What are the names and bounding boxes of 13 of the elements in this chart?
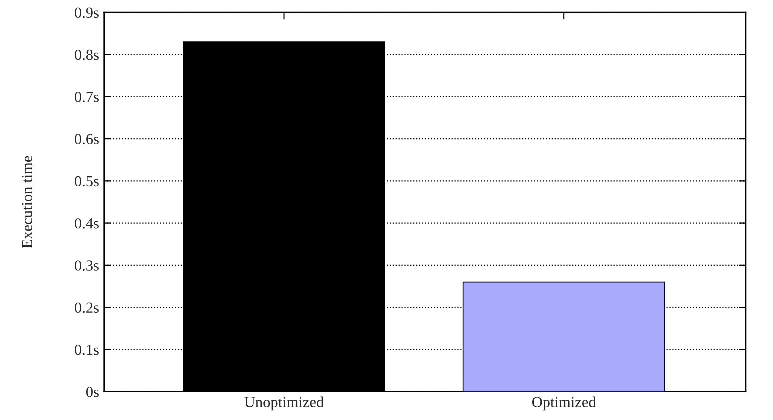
x-tick-label: Unoptimized [244,396,324,411]
x-tick-label: Optimized [532,396,596,411]
y-tick-label: 0.2s [75,302,99,314]
y-axis-title: Execution time [22,156,32,248]
y-tick-label: 0.1s [75,344,99,356]
y-tick-label: 0.7s [75,92,99,102]
y-tick-label: 0.5s [75,176,99,187]
y-tick-label: 0.4s [75,218,99,229]
y-tick-label: 0.9s [75,8,99,18]
y-tick-label: 0.8s [75,50,99,60]
y-tick-label: 0.6s [75,134,99,145]
y-tick-label: 0.3s [75,260,99,271]
y-tick-label: 0s [86,387,99,398]
